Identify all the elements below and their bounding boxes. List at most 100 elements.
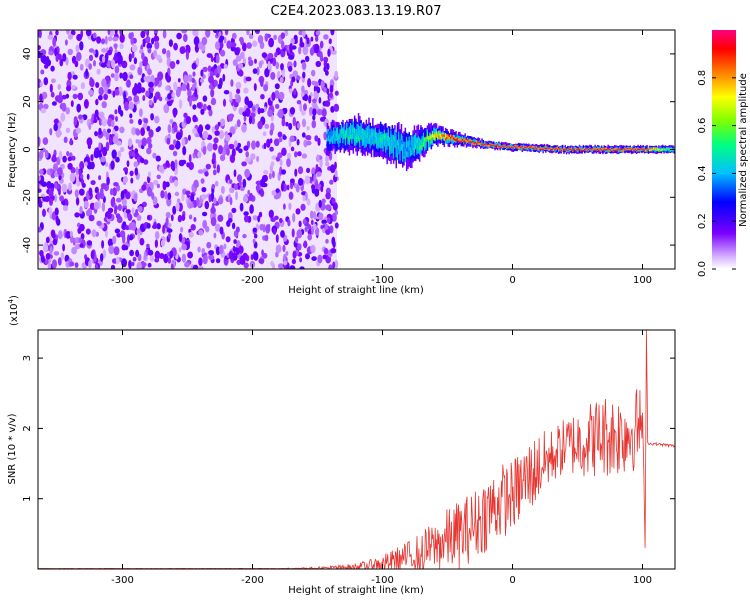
noise-blob — [246, 42, 252, 49]
noise-blob — [57, 95, 63, 104]
noise-blob — [137, 66, 143, 76]
noise-blob — [330, 106, 335, 113]
noise-blob — [288, 65, 293, 72]
signal-cell — [329, 138, 331, 143]
noise-blob — [256, 184, 260, 193]
noise-blob — [60, 252, 65, 260]
signal-cell — [577, 149, 579, 152]
noise-blob — [222, 98, 227, 107]
colorbar-tick-label: 0.4 — [697, 165, 708, 181]
noise-blob — [57, 84, 61, 90]
noise-blob — [258, 60, 263, 69]
noise-blob — [235, 55, 242, 62]
signal-cell — [424, 139, 426, 148]
signal-cell — [333, 134, 335, 139]
noise-blob — [193, 36, 200, 46]
noise-blob — [322, 254, 328, 260]
signal-cell — [493, 144, 495, 149]
signal-cell — [417, 135, 420, 145]
noise-blob — [113, 246, 120, 256]
noise-blob — [52, 37, 57, 47]
noise-blob — [90, 154, 94, 162]
noise-blob — [290, 146, 295, 152]
signal-cell — [353, 128, 356, 138]
noise-blob — [280, 182, 284, 192]
signal-cell — [650, 149, 652, 152]
signal-cell — [398, 131, 400, 150]
noise-blob — [76, 103, 81, 113]
noise-blob — [295, 208, 301, 215]
noise-blob — [301, 118, 307, 128]
signal-cell — [450, 134, 452, 139]
noise-blob — [263, 142, 267, 150]
noise-blob — [280, 63, 284, 71]
noise-blob — [229, 187, 235, 194]
noise-blob — [289, 43, 293, 53]
noise-blob — [134, 84, 139, 91]
signal-cell — [574, 150, 577, 152]
noise-blob — [61, 94, 67, 100]
noise-blob — [252, 68, 258, 74]
noise-blob — [306, 167, 311, 174]
noise-blob — [264, 234, 269, 242]
noise-blob — [107, 89, 112, 94]
noise-blob — [181, 193, 185, 202]
noise-blob — [208, 84, 213, 90]
noise-blob — [146, 42, 153, 50]
noise-blob — [194, 88, 198, 98]
signal-cell — [528, 146, 530, 149]
noise-blob — [139, 237, 145, 246]
noise-blob — [71, 155, 76, 161]
noise-blob — [55, 30, 59, 36]
noise-blob — [115, 116, 118, 122]
noise-blob — [170, 160, 175, 170]
noise-blob — [298, 177, 304, 186]
noise-blob — [289, 107, 296, 115]
signal-cell — [641, 148, 643, 150]
signal-cell — [516, 148, 518, 150]
signal-cell — [509, 145, 512, 148]
signal-cell — [434, 132, 436, 136]
signal-cell — [542, 147, 544, 150]
signal-cell — [607, 148, 609, 150]
noise-blob — [150, 113, 155, 121]
noise-blob — [288, 54, 294, 60]
noise-blob — [235, 191, 238, 201]
noise-blob — [65, 107, 70, 115]
signal-cell — [552, 148, 555, 152]
noise-blob — [295, 184, 300, 193]
signal-cell — [373, 129, 375, 140]
noise-blob — [284, 107, 288, 114]
signal-cell — [561, 149, 564, 152]
noise-blob — [236, 88, 241, 94]
signal-cell — [444, 138, 447, 141]
noise-blob — [220, 186, 225, 194]
noise-blob — [70, 100, 74, 107]
signal-cell — [571, 148, 573, 151]
signal-cell — [366, 134, 369, 144]
noise-blob — [40, 108, 47, 114]
noise-blob — [234, 47, 240, 56]
signal-cell — [474, 142, 477, 144]
signal-cell — [603, 147, 605, 151]
signal-cell — [390, 130, 392, 148]
noise-blob — [181, 137, 186, 147]
signal-cell — [530, 146, 533, 151]
noise-blob — [43, 77, 49, 86]
noise-blob — [117, 150, 122, 158]
signal-cell — [329, 132, 331, 140]
noise-blob — [292, 213, 296, 223]
noise-blob — [260, 178, 266, 188]
noise-blob — [107, 207, 114, 214]
signal-cell — [550, 149, 552, 151]
signal-cell — [411, 145, 413, 156]
noise-blob — [200, 78, 204, 83]
signal-cell — [491, 145, 494, 147]
signal-cell — [433, 135, 435, 139]
noise-blob — [48, 207, 53, 216]
noise-blob — [202, 254, 208, 265]
noise-blob — [174, 191, 180, 197]
noise-blob — [250, 112, 256, 119]
noise-blob — [246, 30, 250, 36]
noise-blob — [323, 247, 329, 255]
